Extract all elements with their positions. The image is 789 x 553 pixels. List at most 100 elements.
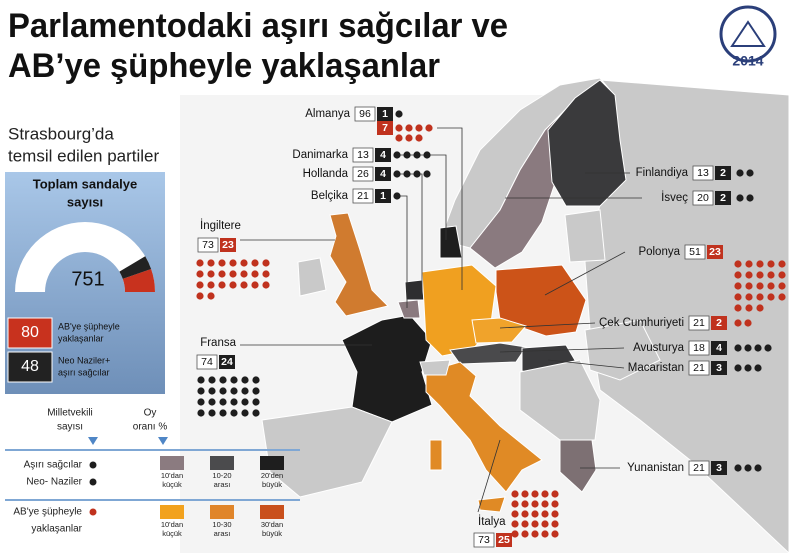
seat-count: 21 — [693, 362, 705, 374]
country-name: Çek Cumhuriyeti — [599, 317, 684, 329]
gauge-segment — [122, 269, 155, 292]
seat-dot — [531, 510, 539, 518]
seat-dot — [754, 344, 762, 352]
party-box — [375, 189, 391, 203]
legend-dot — [89, 478, 97, 486]
seat-dot — [745, 304, 753, 312]
seat-dot — [778, 271, 786, 279]
legend-swatch — [210, 456, 234, 470]
country-name: Macaristan — [628, 362, 684, 374]
party-count: 2 — [720, 192, 726, 204]
legend-heading: oranı % — [133, 422, 168, 433]
seat-count: 73 — [478, 534, 490, 546]
seat-dot — [736, 194, 744, 202]
seat-dot — [207, 270, 215, 278]
legend-swatch-label: 10-20 — [212, 471, 231, 480]
legend-label: Neo- Naziler — [26, 477, 82, 488]
seat-dot — [756, 271, 764, 279]
legend-heading: sayısı — [57, 422, 83, 433]
legend-swatch-label: büyük — [262, 529, 282, 538]
seat-box — [197, 237, 219, 253]
count-label: aşırı sağcılar — [58, 367, 110, 377]
seat-dot — [541, 520, 549, 528]
seat-dot — [756, 282, 764, 290]
party-count: 24 — [221, 356, 233, 368]
seat-dot — [207, 292, 215, 300]
seat-dot — [767, 282, 775, 290]
legend-swatch-label: arası — [214, 529, 231, 538]
seat-dot — [230, 376, 238, 384]
seat-dot — [531, 530, 539, 538]
seat-dot — [734, 464, 742, 472]
seat-dot — [230, 398, 238, 406]
seat-count: 13 — [697, 167, 709, 179]
seat-dot — [241, 409, 249, 417]
seat-box — [688, 315, 710, 331]
seat-dot — [551, 500, 559, 508]
seat-dot — [734, 293, 742, 301]
seat-dot — [767, 260, 775, 268]
seat-dot — [251, 259, 259, 267]
seat-dot — [734, 344, 742, 352]
gauge-arc — [15, 222, 155, 292]
seat-box — [688, 360, 710, 376]
legend-label: Aşırı sağcılar — [24, 460, 83, 471]
party-box — [715, 166, 731, 180]
seat-dot — [240, 259, 248, 267]
map — [180, 77, 789, 553]
count-box — [7, 351, 53, 383]
count-value: 80 — [21, 324, 39, 341]
seat-dot — [734, 282, 742, 290]
seat-dot — [734, 319, 742, 327]
seat-dot — [746, 169, 754, 177]
gauge-title: Toplam sandalye — [33, 176, 138, 191]
seat-dot — [736, 169, 744, 177]
seat-dot — [252, 398, 260, 406]
count-box — [7, 317, 53, 349]
seat-dot — [745, 260, 753, 268]
seat-dot — [252, 376, 260, 384]
country-name: İngiltere — [200, 219, 241, 232]
seat-dot — [241, 387, 249, 395]
seat-dot — [745, 282, 753, 290]
party-count: 1 — [380, 190, 386, 202]
seat-dot — [240, 281, 248, 289]
title: AB’ye şüpheyle yaklaşanlar — [8, 47, 440, 85]
seat-dot — [395, 134, 403, 142]
seat-box — [684, 244, 706, 260]
count-value: 48 — [21, 358, 39, 375]
country-name: Finlandiya — [636, 167, 689, 179]
seat-count: 20 — [697, 192, 709, 204]
subtitle: temsil edilen partiler — [8, 146, 160, 165]
seat-count: 51 — [689, 246, 701, 258]
seat-dot — [521, 490, 529, 498]
seat-dot — [756, 304, 764, 312]
seat-count: 74 — [201, 356, 213, 368]
legend-swatch-label: büyük — [262, 480, 282, 489]
seat-box — [688, 340, 710, 356]
country-name: Avusturya — [633, 342, 685, 354]
party-box — [711, 341, 727, 355]
seat-dot — [230, 387, 238, 395]
seat-dot — [764, 344, 772, 352]
seat-count: 13 — [357, 149, 369, 161]
seat-box — [352, 188, 374, 204]
seat-dot — [252, 387, 260, 395]
seat-dot — [551, 490, 559, 498]
country-name: Fransa — [200, 337, 236, 349]
seat-dot — [196, 281, 204, 289]
seat-dot — [252, 409, 260, 417]
legend-swatch — [160, 505, 184, 519]
seat-dot — [415, 124, 423, 132]
party-box — [711, 461, 727, 475]
legend-swatch-label: küçük — [162, 480, 182, 489]
party-count: 25 — [498, 534, 510, 546]
party-count: 23 — [709, 246, 721, 258]
seat-dot — [229, 270, 237, 278]
legend-swatch — [260, 456, 284, 470]
seat-count: 73 — [202, 239, 214, 251]
seat-dot — [511, 500, 519, 508]
seat-dot — [531, 520, 539, 528]
party-count: 1 — [382, 108, 388, 120]
party-box — [377, 121, 393, 135]
